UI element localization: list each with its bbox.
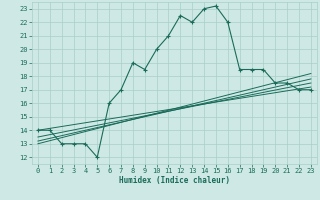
X-axis label: Humidex (Indice chaleur): Humidex (Indice chaleur) bbox=[119, 176, 230, 185]
